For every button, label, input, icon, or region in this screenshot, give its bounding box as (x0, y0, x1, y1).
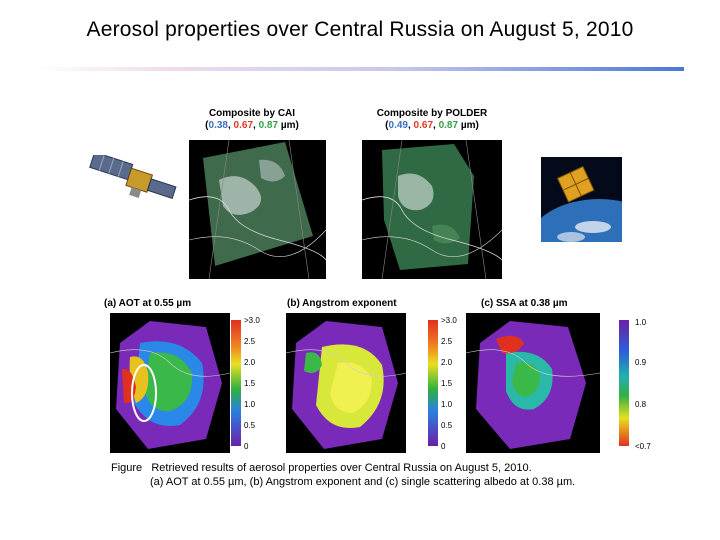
aot-tick: 0.5 (244, 421, 256, 430)
angstrom-tick: 2.0 (441, 358, 453, 367)
polder-composite-image (362, 140, 502, 279)
aot-colorbar (231, 320, 241, 446)
aot-tick: 2.5 (244, 337, 256, 346)
aot-tick: 1.5 (244, 379, 256, 388)
aot-tick: 0 (244, 442, 249, 451)
angstrom-tick: 1.5 (441, 379, 453, 388)
figure-caption-line-1: Figure Retrieved results of aerosol prop… (111, 461, 575, 475)
ssa-colorbar-ticks: 1.0 0.9 0.8 <0.7 (635, 316, 665, 452)
title-divider (36, 67, 684, 71)
polder-composite-title: Composite by POLDER (376, 108, 488, 119)
polder-composite-caption: Composite by POLDER (0.49, 0.67, 0.87 µm… (362, 108, 502, 132)
panel-a-label: (a) AOT at 0.55 µm (104, 298, 192, 309)
angstrom-colorbar-ticks: >3.0 2.5 2.0 1.5 1.0 0.5 0 (441, 316, 469, 452)
ssa-tick: 0.9 (635, 358, 647, 367)
angstrom-tick: 2.5 (441, 337, 453, 346)
figure-caption-text: Retrieved results of aerosol properties … (151, 462, 532, 474)
slide-title: Aerosol properties over Central Russia o… (86, 18, 634, 41)
ssa-colorbar (619, 320, 629, 446)
aot-colorbar-ticks: >3.0 2.5 2.0 1.5 1.0 0.5 0 (244, 316, 272, 452)
aot-tick: 2.0 (244, 358, 256, 367)
aot-tick: 1.0 (244, 400, 256, 409)
angstrom-tick: 0 (441, 442, 446, 451)
angstrom-tick: 0.5 (441, 421, 453, 430)
panel-b-label: (b) Angstrom exponent (287, 298, 397, 309)
gosat-satellite-illustration (89, 155, 177, 199)
polder-band-list: (0.49, 0.67, 0.87 µm) (385, 120, 479, 131)
cai-band-list: (0.38, 0.67, 0.87 µm) (205, 120, 299, 131)
ssa-tick: 1.0 (635, 318, 647, 327)
ssa-map (466, 313, 600, 453)
figure-caption-line-2: (a) AOT at 0.55 µm, (b) Angstrom exponen… (150, 476, 576, 488)
aot-tick: >3.0 (244, 316, 260, 325)
panel-c-label: (c) SSA at 0.38 µm (481, 298, 568, 309)
angstrom-colorbar (428, 320, 438, 446)
angstrom-tick: >3.0 (441, 316, 457, 325)
ssa-tick: 0.8 (635, 400, 647, 409)
cai-composite-caption: Composite by CAI (0.38, 0.67, 0.87 µm) (189, 108, 315, 132)
aot-map (110, 313, 230, 453)
ssa-tick: <0.7 (635, 442, 651, 451)
cai-composite-image (189, 140, 326, 279)
figure-caption: Figure Retrieved results of aerosol prop… (111, 461, 575, 489)
figure-label: Figure (111, 462, 143, 474)
polder-satellite-illustration (541, 157, 622, 242)
angstrom-tick: 1.0 (441, 400, 453, 409)
angstrom-map (286, 313, 406, 453)
cai-composite-title: Composite by CAI (208, 108, 296, 119)
